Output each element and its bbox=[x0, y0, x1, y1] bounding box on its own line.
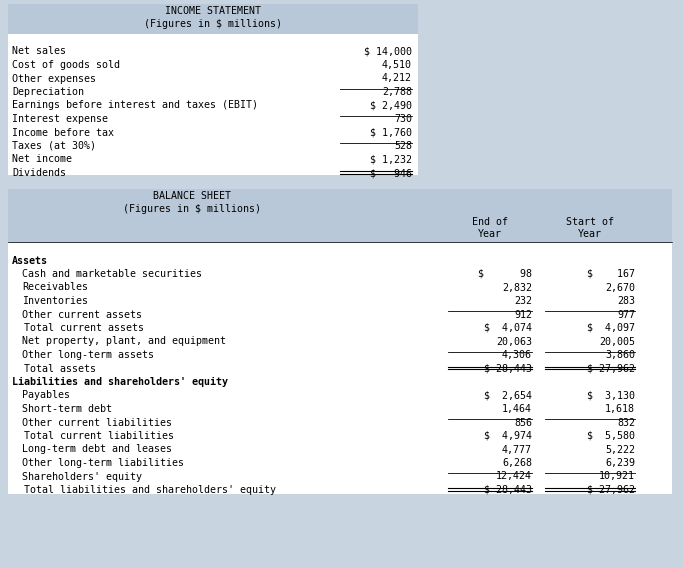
Text: Inventories: Inventories bbox=[22, 296, 88, 306]
Text: Dividends: Dividends bbox=[12, 168, 66, 178]
Text: $    167: $ 167 bbox=[587, 269, 635, 279]
Text: Cost of goods sold: Cost of goods sold bbox=[12, 60, 120, 70]
Text: $  4,974: $ 4,974 bbox=[484, 431, 532, 441]
Text: Depreciation: Depreciation bbox=[12, 87, 84, 97]
Text: (Figures in $ millions): (Figures in $ millions) bbox=[144, 19, 282, 29]
Text: $  4,097: $ 4,097 bbox=[587, 323, 635, 333]
Text: Shareholders' equity: Shareholders' equity bbox=[22, 471, 142, 482]
Text: 1,618: 1,618 bbox=[605, 404, 635, 414]
Text: Earnings before interest and taxes (EBIT): Earnings before interest and taxes (EBIT… bbox=[12, 101, 258, 111]
Text: Taxes (at 30%): Taxes (at 30%) bbox=[12, 141, 96, 151]
Text: 2,832: 2,832 bbox=[502, 282, 532, 293]
Text: 283: 283 bbox=[617, 296, 635, 306]
Text: $ 27,962: $ 27,962 bbox=[587, 485, 635, 495]
Text: Other long-term liabilities: Other long-term liabilities bbox=[22, 458, 184, 468]
Text: Cash and marketable securities: Cash and marketable securities bbox=[22, 269, 202, 279]
Text: Net income: Net income bbox=[12, 154, 72, 165]
Text: $  3,130: $ 3,130 bbox=[587, 391, 635, 400]
Text: 1,464: 1,464 bbox=[502, 404, 532, 414]
Text: 977: 977 bbox=[617, 310, 635, 319]
Bar bbox=[0, 562, 683, 568]
Text: 2,670: 2,670 bbox=[605, 282, 635, 293]
Text: 12,424: 12,424 bbox=[496, 471, 532, 482]
Text: End of: End of bbox=[472, 217, 508, 227]
Text: 10,921: 10,921 bbox=[599, 471, 635, 482]
Text: 528: 528 bbox=[394, 141, 412, 151]
Text: Payables: Payables bbox=[22, 391, 70, 400]
Text: $ 1,232: $ 1,232 bbox=[370, 154, 412, 165]
Text: Income before tax: Income before tax bbox=[12, 127, 114, 137]
Text: 20,063: 20,063 bbox=[496, 336, 532, 346]
Bar bbox=[8, 4, 418, 175]
Text: Other long-term assets: Other long-term assets bbox=[22, 350, 154, 360]
Text: Other expenses: Other expenses bbox=[12, 73, 96, 83]
Bar bbox=[8, 176, 418, 181]
Text: 2,788: 2,788 bbox=[382, 87, 412, 97]
Text: Other current liabilities: Other current liabilities bbox=[22, 417, 172, 428]
Text: BALANCE SHEET: BALANCE SHEET bbox=[153, 191, 231, 201]
Text: Receivables: Receivables bbox=[22, 282, 88, 293]
Text: $ 1,760: $ 1,760 bbox=[370, 127, 412, 137]
Text: 4,306: 4,306 bbox=[502, 350, 532, 360]
Text: (Figures in $ millions): (Figures in $ millions) bbox=[123, 204, 261, 214]
Text: $  5,580: $ 5,580 bbox=[587, 431, 635, 441]
Bar bbox=[8, 189, 672, 494]
Text: 856: 856 bbox=[514, 417, 532, 428]
Text: 4,777: 4,777 bbox=[502, 445, 532, 454]
Text: $  4,074: $ 4,074 bbox=[484, 323, 532, 333]
Text: $ 28,443: $ 28,443 bbox=[484, 364, 532, 374]
Text: Assets: Assets bbox=[12, 256, 48, 265]
Text: 4,510: 4,510 bbox=[382, 60, 412, 70]
Bar bbox=[8, 189, 672, 243]
Text: Other current assets: Other current assets bbox=[22, 310, 142, 319]
Text: Total current assets: Total current assets bbox=[12, 323, 144, 333]
Text: $  2,654: $ 2,654 bbox=[484, 391, 532, 400]
Text: 232: 232 bbox=[514, 296, 532, 306]
Text: Year: Year bbox=[578, 229, 602, 239]
Text: Start of: Start of bbox=[566, 217, 614, 227]
Text: Year: Year bbox=[478, 229, 502, 239]
Text: 20,005: 20,005 bbox=[599, 336, 635, 346]
Text: $ 28,443: $ 28,443 bbox=[484, 485, 532, 495]
Text: 6,268: 6,268 bbox=[502, 458, 532, 468]
Bar bbox=[8, 4, 418, 34]
Text: 6,239: 6,239 bbox=[605, 458, 635, 468]
Text: Liabilities and shareholders' equity: Liabilities and shareholders' equity bbox=[12, 377, 228, 387]
Text: 4,212: 4,212 bbox=[382, 73, 412, 83]
Text: 5,222: 5,222 bbox=[605, 445, 635, 454]
Text: Long-term debt and leases: Long-term debt and leases bbox=[22, 445, 172, 454]
Text: Net property, plant, and equipment: Net property, plant, and equipment bbox=[22, 336, 226, 346]
Text: Short-term debt: Short-term debt bbox=[22, 404, 112, 414]
Text: 730: 730 bbox=[394, 114, 412, 124]
Text: $ 2,490: $ 2,490 bbox=[370, 101, 412, 111]
Text: 912: 912 bbox=[514, 310, 532, 319]
Text: $      98: $ 98 bbox=[478, 269, 532, 279]
Text: 832: 832 bbox=[617, 417, 635, 428]
Text: Interest expense: Interest expense bbox=[12, 114, 108, 124]
Text: Total liabilities and shareholders' equity: Total liabilities and shareholders' equi… bbox=[12, 485, 276, 495]
Text: Net sales: Net sales bbox=[12, 47, 66, 56]
Text: 3,860: 3,860 bbox=[605, 350, 635, 360]
Text: $ 14,000: $ 14,000 bbox=[364, 47, 412, 56]
Text: Total current liabilities: Total current liabilities bbox=[12, 431, 174, 441]
Text: $   946: $ 946 bbox=[370, 168, 412, 178]
Text: $ 27,962: $ 27,962 bbox=[587, 364, 635, 374]
Text: INCOME STATEMENT: INCOME STATEMENT bbox=[165, 6, 261, 16]
Text: Total assets: Total assets bbox=[12, 364, 96, 374]
